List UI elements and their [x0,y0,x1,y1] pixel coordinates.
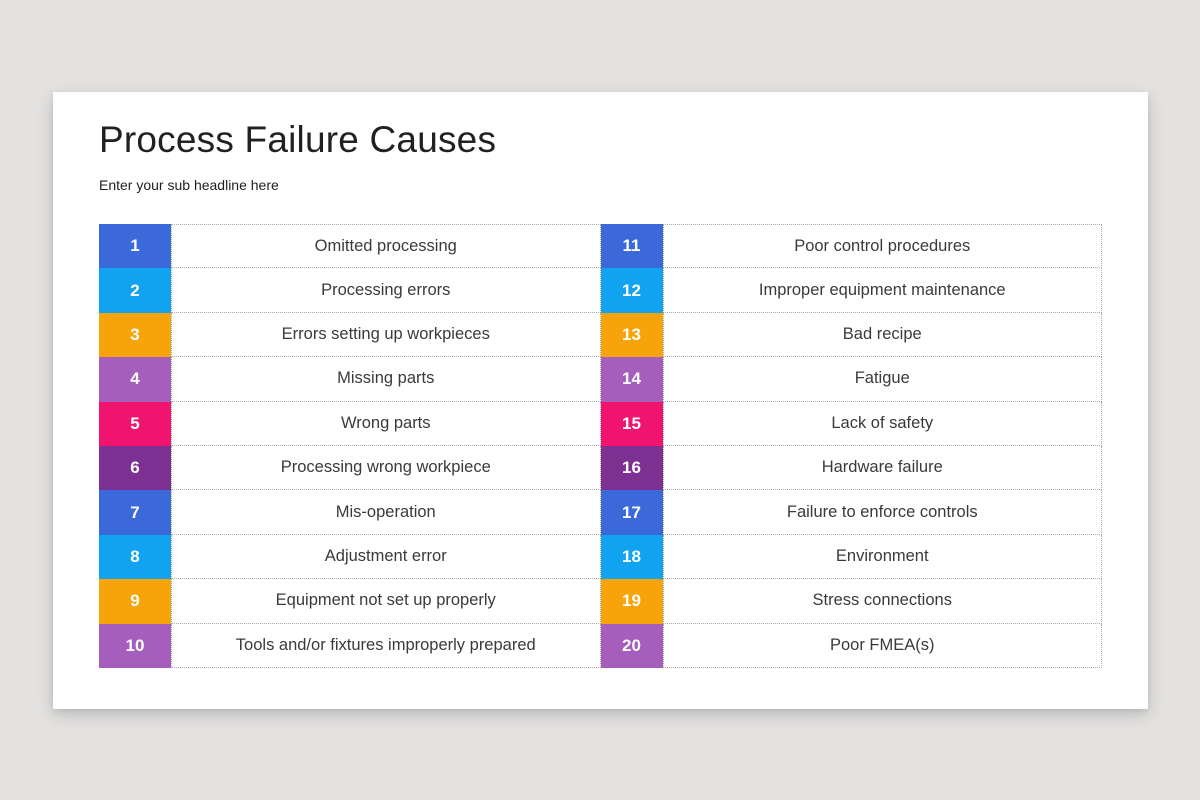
row-label: Improper equipment maintenance [662,268,1102,313]
row-label: Failure to enforce controls [662,490,1102,535]
row-label: Adjustment error [171,534,601,580]
row-number-badge: 19 [600,579,663,624]
row-number-badge: 18 [600,534,663,580]
list-row: 9 Equipment not set up properly [99,579,601,624]
row-label: Errors setting up workpieces [171,312,601,358]
list-row: 13 Bad recipe [600,312,1102,358]
list-row: 17 Failure to enforce controls [600,490,1102,535]
page-title: Process Failure Causes [99,119,497,160]
list-row: 7 Mis-operation [99,490,601,535]
row-label: Bad recipe [662,312,1102,358]
row-label: Equipment not set up properly [171,579,601,624]
row-label: Fatigue [662,357,1102,402]
list-row: 16 Hardware failure [600,445,1102,491]
row-label: Stress connections [662,579,1102,624]
row-number-badge: 7 [99,490,171,535]
row-number-badge: 2 [99,268,171,313]
row-number-badge: 3 [99,312,171,358]
row-number-badge: 15 [600,401,663,446]
row-number-badge: 16 [600,445,663,491]
list-row: 14 Fatigue [600,357,1102,402]
failure-causes-table: 1 Omitted processing 2 Processing errors 3 Er… [99,224,1102,668]
row-number-badge: 13 [600,312,663,358]
row-number-badge: 10 [99,623,171,668]
row-number-badge: 12 [600,268,663,313]
list-row: 4 Missing parts [99,357,601,402]
row-number-badge: 11 [600,224,663,269]
row-number-badge: 6 [99,445,171,491]
row-number-badge: 9 [99,579,171,624]
row-label: Missing parts [171,357,601,402]
row-label: Hardware failure [662,445,1102,491]
list-row: 6 Processing wrong workpiece [99,445,601,491]
list-row: 11 Poor control procedures [600,224,1102,269]
row-number-badge: 5 [99,401,171,446]
row-number-badge: 17 [600,490,663,535]
row-number-badge: 8 [99,534,171,580]
row-label: Poor control procedures [662,224,1102,269]
list-row: 20 Poor FMEA(s) [600,623,1102,668]
row-label: Lack of safety [662,401,1102,446]
slide-card: Process Failure Causes Enter your sub he… [53,92,1148,709]
row-number-badge: 14 [600,357,663,402]
page-subtitle: Enter your sub headline here [99,177,279,194]
list-row: 2 Processing errors [99,268,601,313]
row-number-badge: 1 [99,224,171,269]
list-row: 8 Adjustment error [99,534,601,580]
list-row: 12 Improper equipment maintenance [600,268,1102,313]
row-label: Processing errors [171,268,601,313]
list-row: 3 Errors setting up workpieces [99,312,601,358]
list-row: 1 Omitted processing [99,224,601,269]
list-row: 5 Wrong parts [99,401,601,446]
failure-list-column-2: 11 Poor control procedures 12 Improper equi… [600,224,1102,668]
row-number-badge: 20 [600,623,663,668]
row-label: Environment [662,534,1102,580]
row-label: Poor FMEA(s) [662,623,1102,668]
list-row: 10 Tools and/or fixtures improperly prepa… [99,623,601,668]
row-label: Mis-operation [171,490,601,535]
row-label: Wrong parts [171,401,601,446]
list-row: 19 Stress connections [600,579,1102,624]
row-label: Omitted processing [171,224,601,269]
row-label: Processing wrong workpiece [171,445,601,491]
list-row: 18 Environment [600,534,1102,580]
list-row: 15 Lack of safety [600,401,1102,446]
row-label: Tools and/or fixtures improperly prepare… [171,623,601,668]
row-number-badge: 4 [99,357,171,402]
failure-list-column-1: 1 Omitted processing 2 Processing errors 3 Er… [99,224,601,668]
